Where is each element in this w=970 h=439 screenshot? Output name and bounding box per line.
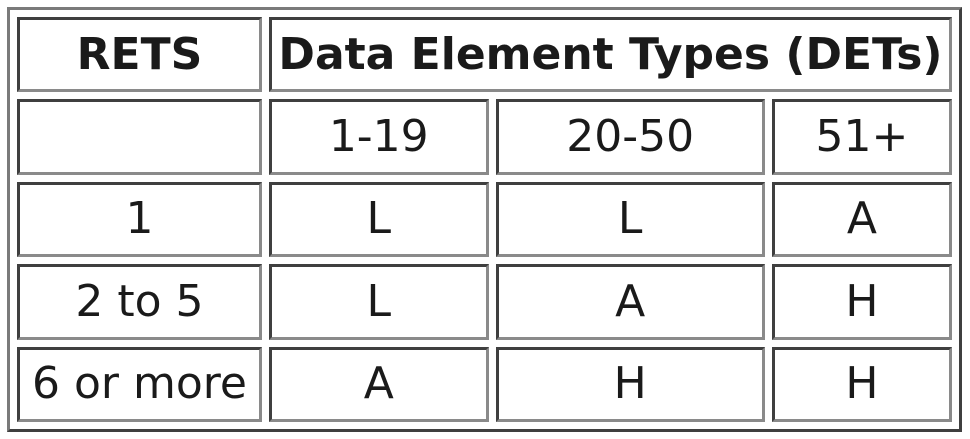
complexity-cell: H: [771, 264, 952, 340]
det-range-20-50: 20-50: [495, 99, 765, 175]
complexity-table-frame: RETS Data Element Types (DETs) 1-19 20-5…: [7, 7, 962, 432]
complexity-cell: A: [771, 181, 952, 258]
table-row: 6 or more A H H: [17, 346, 952, 422]
det-range-row: 1-19 20-50 51+: [17, 99, 952, 175]
rets-header: RETS: [17, 17, 262, 93]
rets-row-label: 6 or more: [17, 346, 262, 422]
complexity-cell: A: [268, 346, 489, 422]
complexity-matrix-table: RETS Data Element Types (DETs) 1-19 20-5…: [10, 10, 959, 429]
header-row: RETS Data Element Types (DETs): [17, 17, 952, 93]
table-row: 2 to 5 L A H: [17, 264, 952, 340]
complexity-cell: H: [495, 346, 765, 422]
rets-row-label: 1: [17, 181, 262, 258]
complexity-cell: L: [495, 181, 765, 258]
empty-corner-cell: [17, 99, 262, 175]
complexity-cell: L: [268, 264, 489, 340]
complexity-cell: A: [495, 264, 765, 340]
rets-row-label: 2 to 5: [17, 264, 262, 340]
det-range-51-plus: 51+: [771, 99, 952, 175]
det-header: Data Element Types (DETs): [268, 17, 952, 93]
complexity-cell: H: [771, 346, 952, 422]
det-range-1-19: 1-19: [268, 99, 489, 175]
table-row: 1 L L A: [17, 181, 952, 258]
complexity-cell: L: [268, 181, 489, 258]
